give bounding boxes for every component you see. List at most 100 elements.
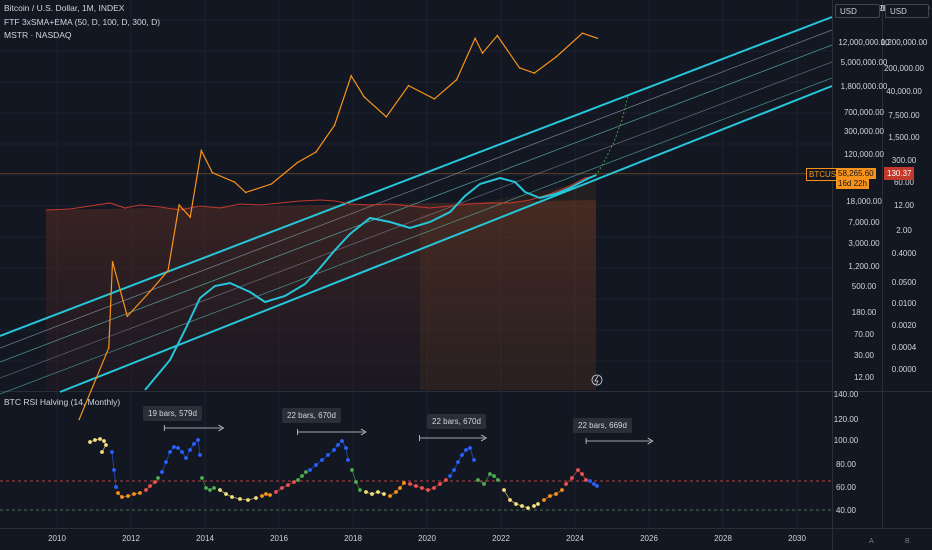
rsi-point	[514, 502, 518, 506]
rsi-point	[448, 474, 452, 478]
rsi-point	[224, 492, 228, 496]
rsi-point	[200, 476, 204, 480]
moving-average-line	[144, 174, 597, 391]
rsi-point	[394, 490, 398, 494]
rsi-point	[264, 492, 268, 496]
price-axis-label-left: 12,000,000.00	[838, 38, 890, 47]
rsi-point	[340, 439, 344, 443]
legend-title[interactable]: Bitcoin / U.S. Dollar, 1M, INDEX	[4, 3, 125, 13]
rsi-point	[208, 488, 212, 492]
rsi-point	[408, 482, 412, 486]
halving-arrow-head-1	[218, 424, 225, 432]
x-axis-label: 2014	[196, 534, 214, 543]
btc-point	[178, 204, 180, 206]
rsi-point	[502, 488, 506, 492]
rsi-point	[526, 506, 530, 510]
rsi-point	[358, 488, 362, 492]
halving-annotation-4[interactable]: 22 bars, 669d	[573, 418, 632, 433]
btc-area-tint	[420, 180, 596, 390]
rsi-point	[148, 484, 152, 488]
price-axis-label-left: 1,800,000.00	[841, 82, 888, 91]
rsi-point	[595, 484, 599, 488]
rsi-point	[104, 443, 108, 447]
rsi-point	[588, 479, 592, 483]
halving-annotation-2[interactable]: 22 bars, 670d	[282, 408, 341, 423]
channel-line-2	[0, 29, 833, 349]
rsi-point	[508, 498, 512, 502]
rsi-point	[320, 458, 324, 462]
rsi-point	[332, 448, 336, 452]
rsi-point	[274, 490, 278, 494]
price-axis-label-right: 200,000.00	[884, 64, 925, 73]
btc-point	[363, 96, 365, 98]
rsi-point	[196, 438, 200, 442]
price-axis-label-right: 0.0000	[892, 365, 917, 374]
legend-indicator[interactable]: FTF 3xSMA+EMA (50, D, 100, D, 300, D)	[4, 17, 161, 27]
rsi-segment-7	[201, 477, 215, 491]
price-axis-label-left: 300,000.00	[844, 127, 885, 136]
corner-label-a[interactable]: A	[869, 538, 874, 545]
rsi-point	[370, 492, 374, 496]
rsi-point	[314, 463, 318, 467]
rsi-point	[548, 494, 552, 498]
rsi-point	[308, 468, 312, 472]
price-axis-label-left: 180.00	[852, 308, 877, 317]
channel-line-4	[0, 61, 833, 379]
mstr-line	[45, 175, 597, 211]
rsi-point	[176, 446, 180, 450]
rsi-point	[496, 478, 500, 482]
regression-channel	[0, 16, 833, 395]
corner-label-b[interactable]: B	[905, 538, 910, 545]
btc-series	[0, 32, 832, 421]
btc-point	[474, 37, 476, 40]
rsi-point	[132, 492, 136, 496]
legend-rsi[interactable]: BTC RSI Halving (14, Monthly)	[4, 397, 121, 407]
price-axis-label-left: 30.00	[854, 351, 875, 360]
rsi-segment-21	[543, 489, 563, 501]
rsi-point	[168, 450, 172, 454]
rsi-point	[230, 495, 234, 499]
btc-point	[407, 84, 410, 87]
rsi-point	[532, 504, 536, 508]
rsi-point	[426, 488, 430, 492]
rsi-point	[456, 460, 460, 464]
price-axis-label-right: 300.00	[892, 156, 917, 165]
rsi-point	[192, 442, 196, 446]
rsi-point	[238, 497, 242, 501]
rsi-point	[260, 494, 264, 498]
legend-mstr[interactable]: MSTR · NASDAQ	[4, 30, 72, 40]
rsi-segment-15	[389, 482, 405, 497]
rsi-axis-label: 60.00	[836, 483, 857, 492]
btc-point	[270, 183, 273, 185]
rsi-point	[452, 468, 456, 472]
rsi-point	[120, 495, 124, 499]
halving-annotation-1[interactable]: 19 bars, 579d	[143, 406, 202, 421]
rsi-point	[364, 490, 368, 494]
rsi-point	[160, 470, 164, 474]
rsi-point	[268, 493, 272, 497]
rsi-point	[536, 502, 540, 506]
btc-point	[533, 72, 536, 74]
halving-annotation-3[interactable]: 22 bars, 670d	[427, 414, 486, 429]
usd-button-right[interactable]: USD	[885, 4, 929, 18]
rsi-point	[570, 476, 574, 480]
x-axis-label: 2022	[492, 534, 510, 543]
rsi-point	[286, 483, 290, 487]
rsi-point	[300, 474, 304, 478]
halving-arrow-head-4	[647, 437, 654, 445]
x-axis-label: 2018	[344, 534, 362, 543]
rsi-point	[102, 439, 106, 443]
usd-button-left[interactable]: USD	[835, 4, 880, 18]
btc-point	[555, 55, 558, 58]
rsi-point	[414, 484, 418, 488]
rsi-point	[188, 448, 192, 452]
countdown-tag: 16d 22h	[836, 178, 869, 189]
btc-point	[333, 124, 336, 127]
rsi-point	[204, 486, 208, 490]
price-axis-label-right: 0.0100	[892, 299, 917, 308]
rsi-point	[126, 494, 130, 498]
price-axis-label-left: 70.00	[854, 330, 875, 339]
btc-point	[189, 216, 191, 218]
rsi-axis-label: 80.00	[836, 460, 857, 469]
